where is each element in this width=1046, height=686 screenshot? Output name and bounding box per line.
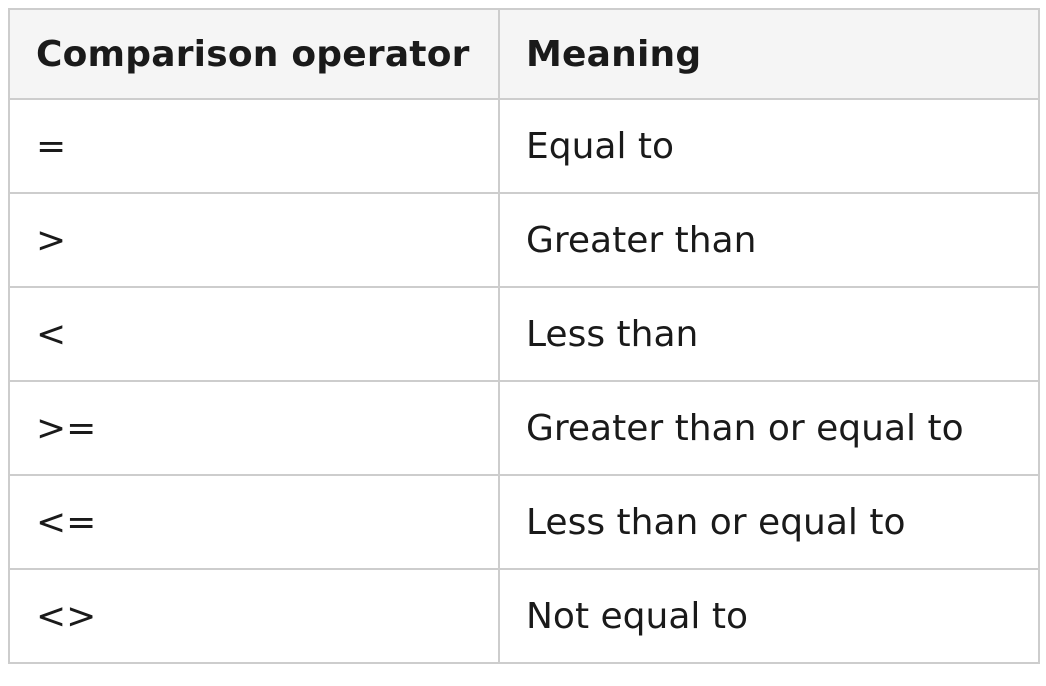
table-row: >= Greater than or equal to [8,380,1040,476]
operator-cell: = [8,98,500,194]
meaning-cell: Greater than [498,192,1040,288]
meaning-cell: Not equal to [498,568,1040,664]
meaning-cell: Greater than or equal to [498,380,1040,476]
column-header-comparison-operator: Comparison operator [8,8,500,100]
operator-cell: > [8,192,500,288]
table-row: <> Not equal to [8,568,1040,664]
table-row: = Equal to [8,98,1040,194]
header-row: Comparison operator Meaning [8,8,1040,100]
table-row: > Greater than [8,192,1040,288]
meaning-cell: Less than [498,286,1040,382]
table-row: <= Less than or equal to [8,474,1040,570]
comparison-operators-table: Comparison operator Meaning = Equal to >… [8,8,1040,664]
column-header-meaning: Meaning [498,8,1040,100]
meaning-cell: Less than or equal to [498,474,1040,570]
operator-cell: <> [8,568,500,664]
table-row: < Less than [8,286,1040,382]
operator-cell: <= [8,474,500,570]
operator-cell: >= [8,380,500,476]
meaning-cell: Equal to [498,98,1040,194]
operator-cell: < [8,286,500,382]
